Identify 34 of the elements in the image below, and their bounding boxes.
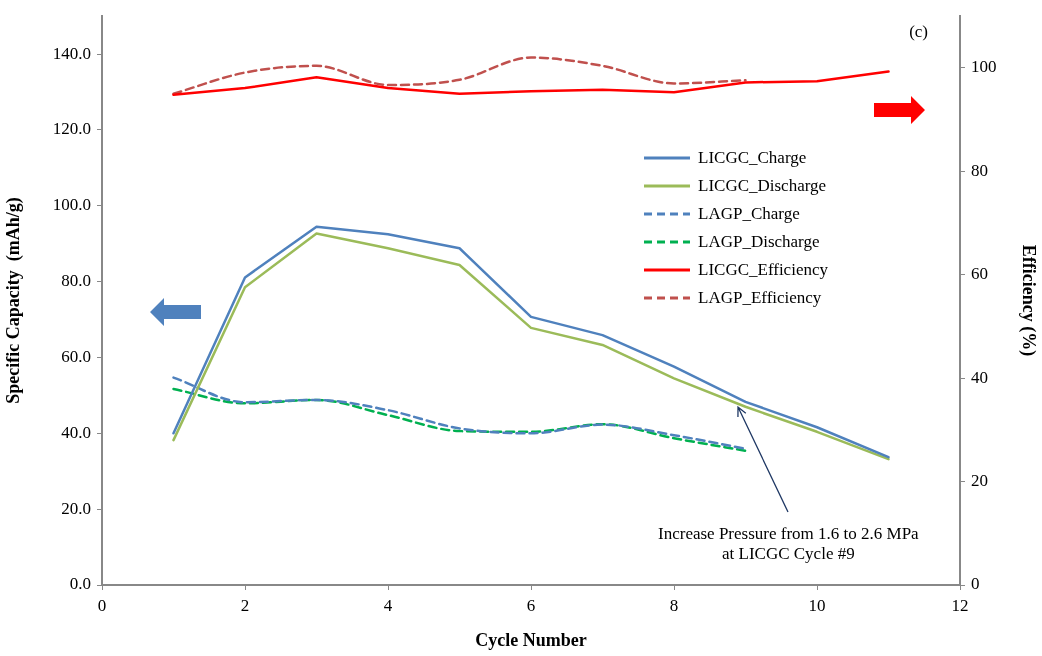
y2-tick-label: 20 bbox=[971, 471, 988, 491]
y-tick-label: 0.0 bbox=[69, 574, 91, 594]
y-axis-title: Specific Capacity (mAh/g) bbox=[3, 197, 25, 404]
y-tick-label: 20.0 bbox=[61, 498, 91, 518]
annotation: (c) bbox=[909, 22, 928, 43]
y-tick-label: 140.0 bbox=[52, 43, 91, 63]
y-tick-label: 40.0 bbox=[61, 422, 91, 442]
x-tick-label: 10 bbox=[808, 595, 826, 615]
y2-tick-label: 60 bbox=[971, 264, 988, 284]
y2-tick-label: 100 bbox=[971, 57, 997, 77]
y2-tick-label: 40 bbox=[971, 367, 988, 387]
y-tick-label: 120.0 bbox=[52, 119, 91, 139]
x-tick-label: 8 bbox=[669, 595, 679, 615]
x-tick-label: 2 bbox=[240, 595, 250, 615]
y2-axis-title: Efficiency (%) bbox=[1017, 244, 1039, 357]
line-series bbox=[172, 387, 747, 453]
y2-tick-label: 80 bbox=[971, 160, 988, 180]
legend-label: LAGP_Charge bbox=[698, 203, 800, 226]
x-tick-label: 0 bbox=[97, 595, 107, 615]
legend-label: LICGC_Discharge bbox=[698, 175, 827, 198]
x-tick-label: 12 bbox=[951, 595, 969, 615]
legend-label: LAGP_Discharge bbox=[698, 231, 820, 254]
x-tick-label: 6 bbox=[526, 595, 536, 615]
y2-tick-label: 0 bbox=[971, 574, 980, 594]
legend-label: LICGC_Efficiency bbox=[698, 259, 828, 282]
annotation: Increase Pressure from 1.6 to 2.6 MPa at LICGC Cycle #9 bbox=[657, 523, 920, 564]
line-series bbox=[172, 56, 747, 96]
y-tick-label: 60.0 bbox=[61, 346, 91, 366]
legend-label: LAGP_Efficiency bbox=[698, 287, 822, 310]
legend-label: LICGC_Charge bbox=[698, 147, 807, 170]
y-tick-label: 100.0 bbox=[52, 195, 91, 215]
x-axis-title: Cycle Number bbox=[475, 629, 587, 650]
x-tick-label: 4 bbox=[383, 595, 393, 615]
y-tick-label: 80.0 bbox=[61, 271, 91, 291]
